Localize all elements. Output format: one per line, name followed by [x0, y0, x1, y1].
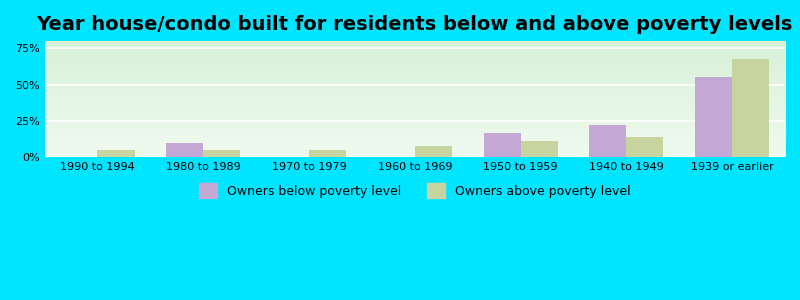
Bar: [166, 143, 203, 157]
Bar: [98, 150, 134, 157]
Bar: [483, 133, 521, 157]
Legend: Owners below poverty level, Owners above poverty level: Owners below poverty level, Owners above…: [194, 178, 636, 203]
Bar: [521, 141, 558, 157]
Bar: [415, 146, 452, 157]
Bar: [695, 77, 732, 157]
Bar: [309, 150, 346, 157]
Bar: [590, 125, 626, 157]
Bar: [732, 58, 769, 157]
Title: Year house/condo built for residents below and above poverty levels: Year house/condo built for residents bel…: [37, 15, 793, 34]
Bar: [626, 137, 663, 157]
Bar: [203, 150, 240, 157]
